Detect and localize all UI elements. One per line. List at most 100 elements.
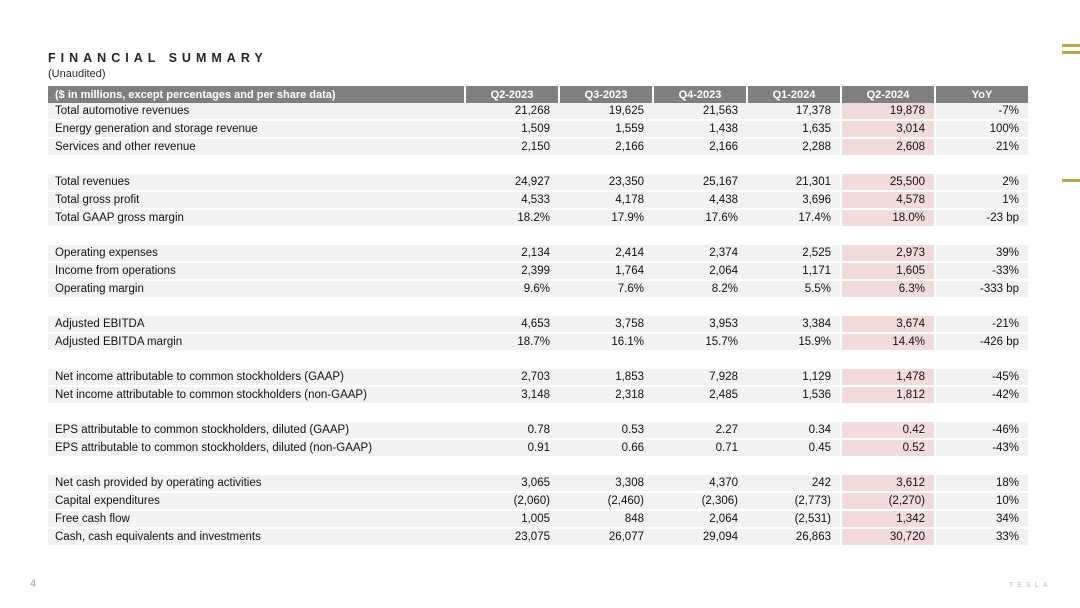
value-cell: 15.7% [653,333,747,352]
value-cell: 4,653 [465,316,559,334]
table-row: Net income attributable to common stockh… [48,386,1028,405]
value-cell: 0.91 [465,439,559,458]
column-header-q1-2024: Q1-2024 [746,86,841,103]
value-cell: 2,399 [465,262,559,281]
table-row: Total revenues 24,927 23,350 25,167 21,301 25… [48,174,1028,192]
row-label: Capital expenditures [48,492,465,511]
value-cell: -46% [935,422,1028,440]
value-cell-highlighted: 1,812 [840,386,936,405]
value-cell-highlighted: 14.4% [840,333,936,352]
value-cell: 2,414 [559,245,653,263]
value-cell: 24,927 [465,174,559,192]
table-row: Capital expenditures (2,060) (2,460) (2,306… [48,492,1028,511]
value-cell: 16.1% [559,333,653,352]
row-label: Operating margin [48,280,465,299]
row-label: Net income attributable to common stockh… [48,386,465,405]
section-spacer-cell [48,227,1028,245]
accent-dash-icon [1062,179,1080,182]
section-spacer-cell [48,351,1028,369]
value-cell: 1,764 [559,262,653,281]
financial-summary-table: ($ in millions, except percentages and p… [48,86,1028,547]
section-spacer-row [48,351,1028,369]
table-row: EPS attributable to common stockholders,… [48,439,1028,458]
value-cell: 4,438 [653,191,747,210]
value-cell: 34% [935,510,1028,529]
row-label: Total revenues [48,174,465,192]
value-cell: 2,150 [465,138,559,157]
value-cell: 18% [935,475,1028,493]
value-cell: -45% [935,369,1028,387]
table-row: Operating expenses 2,134 2,414 2,374 2,525 2,… [48,245,1028,263]
value-cell: 3,308 [559,475,653,493]
value-cell: 7,928 [653,369,747,387]
table-row: Total gross profit 4,533 4,178 4,438 3,696 4,… [48,191,1028,210]
row-label: Total automotive revenues [48,103,465,121]
table-row: Free cash flow 1,005 848 2,064 (2,531) 1,342 3… [48,510,1028,529]
value-cell: 2,166 [653,138,747,157]
value-cell: 2,134 [465,245,559,263]
value-cell: 3,148 [465,386,559,405]
column-header-q2-2023: Q2-2023 [464,86,559,103]
value-cell-highlighted: 19,878 [840,103,936,121]
table-row: Total GAAP gross margin 18.2% 17.9% 17.6% 17… [48,209,1028,228]
table-row: Adjusted EBITDA margin 18.7% 16.1% 15.7% 15.… [48,333,1028,352]
value-cell: -43% [935,439,1028,458]
page-subtitle: (Unaudited) [48,68,106,80]
value-cell: 0.71 [653,439,747,458]
value-cell-highlighted: 1,342 [840,510,936,529]
value-cell: 2,288 [747,138,841,157]
value-cell: 1,129 [747,369,841,387]
row-label: Free cash flow [48,510,465,529]
value-cell: 2,703 [465,369,559,387]
value-cell: 1,536 [747,386,841,405]
value-cell-highlighted: 18.0% [840,209,936,228]
value-cell: 9.6% [465,280,559,299]
table-row: Cash, cash equivalents and investments 23… [48,528,1028,547]
value-cell-highlighted: (2,270) [840,492,936,511]
value-cell: 0.78 [465,422,559,440]
section-spacer-cell [48,156,1028,174]
column-header-q3-2023: Q3-2023 [558,86,653,103]
column-header-q2-2024: Q2-2024 [840,86,935,103]
value-cell: 242 [747,475,841,493]
value-cell: 26,863 [747,528,841,547]
value-cell: 0.66 [559,439,653,458]
row-label: EPS attributable to common stockholders,… [48,439,465,458]
row-label: Income from operations [48,262,465,281]
value-cell: (2,531) [747,510,841,529]
value-cell: 5.5% [747,280,841,299]
title-block: FINANCIAL SUMMARY (Unaudited) [48,51,268,80]
value-cell: 100% [935,120,1028,139]
table-row: Net cash provided by operating activitie… [48,475,1028,493]
value-cell: 19,625 [559,103,653,121]
value-cell: -333 bp [935,280,1028,299]
row-label: Energy generation and storage revenue [48,120,465,139]
table-row: Total automotive revenues 21,268 19,625 21,… [48,103,1028,121]
value-cell: 2,166 [559,138,653,157]
accent-dash-icon [1062,51,1080,54]
value-cell: 29,094 [653,528,747,547]
value-cell-highlighted: 2,608 [840,138,936,157]
value-cell: 2,485 [653,386,747,405]
value-cell: 21,301 [747,174,841,192]
value-cell: 1,005 [465,510,559,529]
brand-wordmark: TESLA [1009,582,1052,589]
value-cell: 17,378 [747,103,841,121]
value-cell: 4,533 [465,191,559,210]
value-cell: (2,306) [653,492,747,511]
value-cell-highlighted: 3,674 [840,316,936,334]
row-label: Operating expenses [48,245,465,263]
table-header-units-label: ($ in millions, except percentages and p… [48,86,465,103]
value-cell: 23,350 [559,174,653,192]
value-cell: 4,178 [559,191,653,210]
section-spacer-row [48,156,1028,174]
section-spacer-cell [48,457,1028,475]
section-spacer-row [48,227,1028,245]
value-cell: 18.7% [465,333,559,352]
row-label: Cash, cash equivalents and investments [48,528,465,547]
value-cell: (2,060) [465,492,559,511]
value-cell: 2,525 [747,245,841,263]
accent-dash-icon [1062,44,1080,47]
value-cell: 848 [559,510,653,529]
